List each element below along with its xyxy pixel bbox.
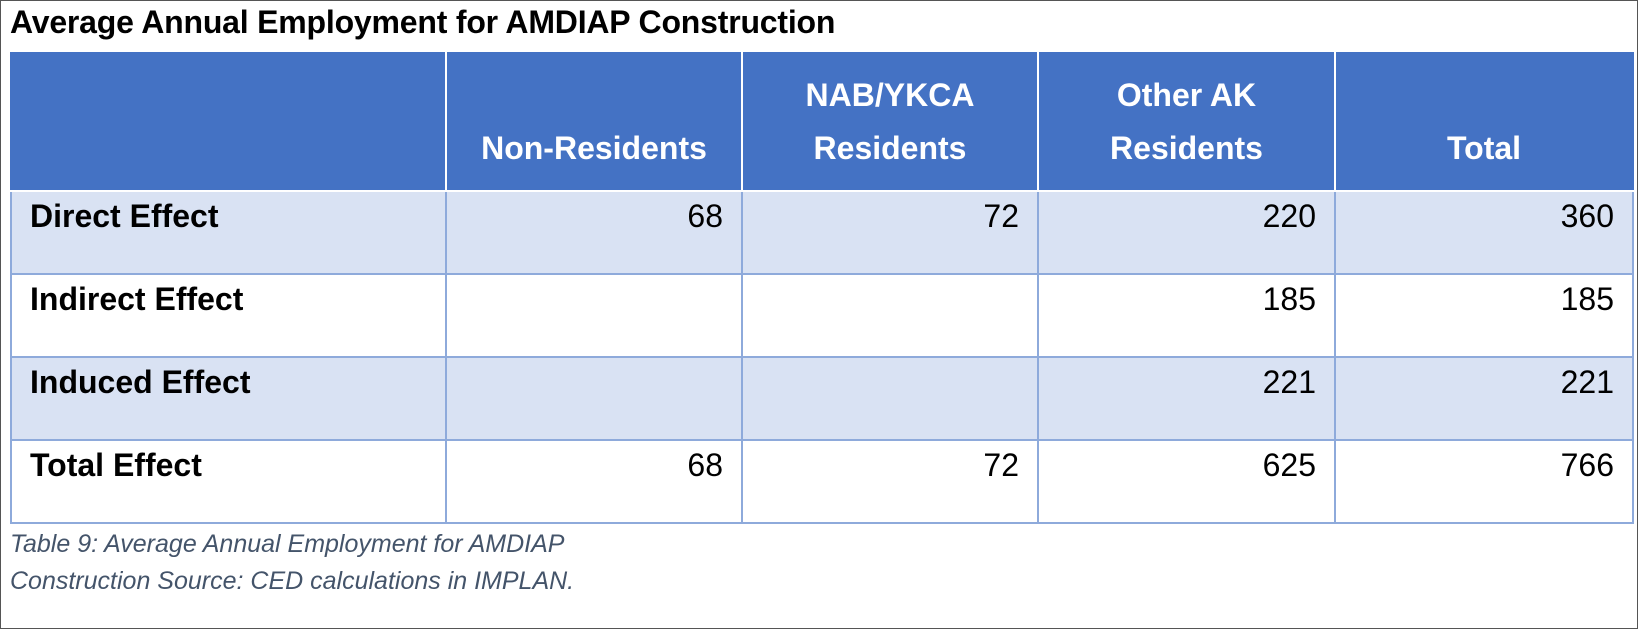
header-cell-non-residents: Non-Residents <box>445 52 743 192</box>
table-cell: 72 <box>741 439 1039 524</box>
header-line-1 <box>453 69 735 122</box>
table-cell: 221 <box>1334 356 1634 441</box>
header-line-2: Residents <box>813 130 967 166</box>
table-cell: 68 <box>445 439 743 524</box>
table-cell <box>741 273 1039 358</box>
table-cell <box>445 273 743 358</box>
header-line-2: Total <box>1446 130 1522 166</box>
header-line-2: Non-Residents <box>481 130 707 166</box>
row-label: Direct Effect <box>10 190 447 275</box>
table-cell: 185 <box>1334 273 1634 358</box>
header-cell-other-ak: Other AK Residents <box>1037 52 1336 192</box>
table-cell: 72 <box>741 190 1039 275</box>
row-label: Indirect Effect <box>10 273 447 358</box>
header-line-1: NAB/YKCA <box>805 77 975 113</box>
row-label: Induced Effect <box>10 356 447 441</box>
table-row-indirect-effect: Indirect Effect 185 185 <box>10 273 1634 358</box>
header-line-2: Residents <box>1110 130 1263 166</box>
header-cell-total: Total <box>1334 52 1634 192</box>
table-cell: 220 <box>1037 190 1336 275</box>
table-cell: 221 <box>1037 356 1336 441</box>
header-line-1: Other AK <box>1116 77 1257 113</box>
table-cell: 68 <box>445 190 743 275</box>
table-row-direct-effect: Direct Effect 68 72 220 360 <box>10 190 1634 275</box>
table-cell <box>445 356 743 441</box>
table-cell <box>741 356 1039 441</box>
table-cell: 766 <box>1334 439 1634 524</box>
employment-table: Non-Residents NAB/YKCA Residents Other AK… <box>10 52 1634 524</box>
table-caption: Table 9: Average Annual Employment for A… <box>10 526 574 600</box>
caption-line-2: Construction Source: CED calculations in… <box>10 567 575 595</box>
header-cell-blank <box>10 52 447 192</box>
table-cell: 185 <box>1037 273 1336 358</box>
table-cell: 625 <box>1037 439 1336 524</box>
table-row-induced-effect: Induced Effect 221 221 <box>10 356 1634 441</box>
row-label: Total Effect <box>10 439 447 524</box>
header-row: Non-Residents NAB/YKCA Residents Other AK… <box>10 52 1634 192</box>
table-row-total-effect: Total Effect 68 72 625 766 <box>10 439 1634 524</box>
header-cell-nab-ykca: NAB/YKCA Residents <box>741 52 1039 192</box>
table-title: Average Annual Employment for AMDIAP Con… <box>10 4 836 40</box>
header-line-1 <box>1342 69 1626 122</box>
caption-line-1: Table 9: Average Annual Employment for A… <box>10 530 565 558</box>
table-cell: 360 <box>1334 190 1634 275</box>
